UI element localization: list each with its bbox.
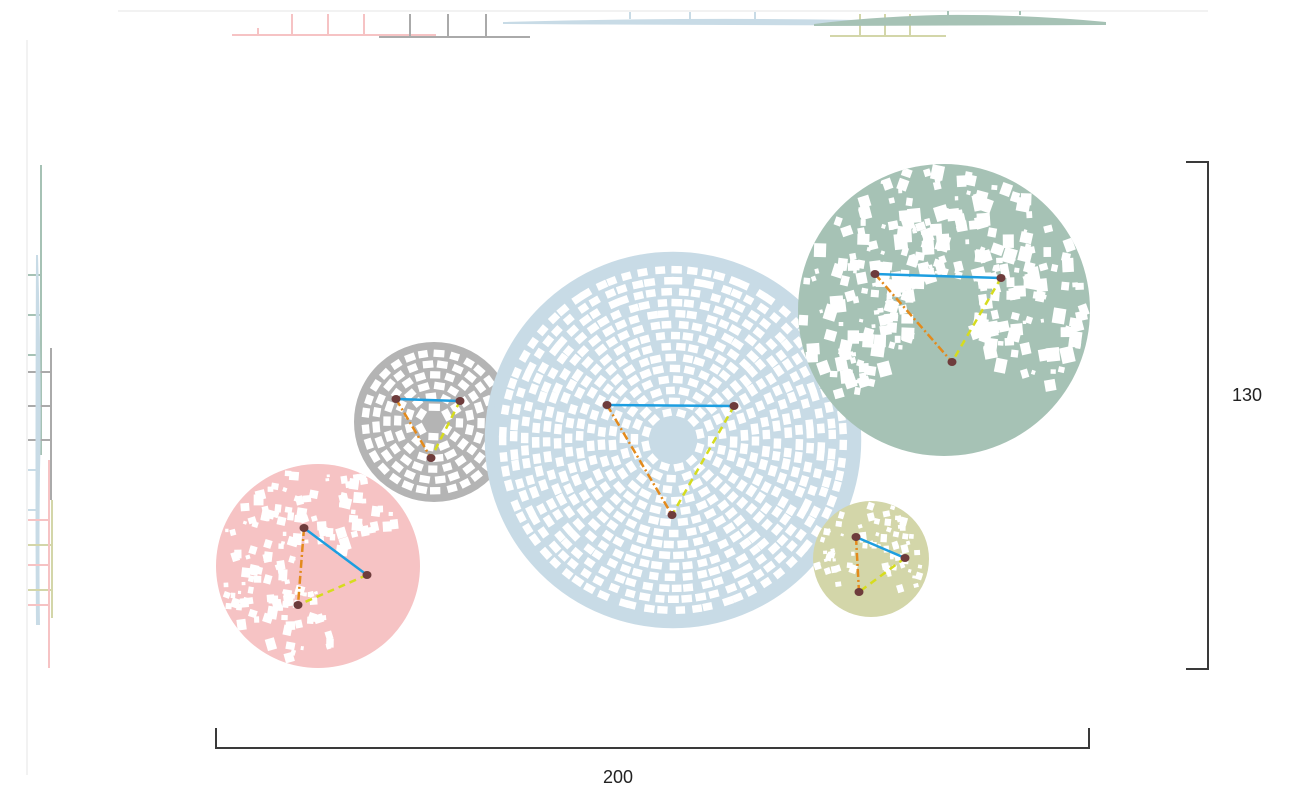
disk-olive-cells [813,501,924,594]
disks-layer [216,164,1090,668]
node-point [667,511,677,519]
node-point [602,401,612,409]
node-point [362,571,372,579]
node-point [293,601,303,609]
top-projection-gray [379,14,530,38]
edge-dashed [429,400,462,459]
top-projection-green [814,11,1106,26]
disk-olive [813,501,929,617]
left-projection-pink [28,460,50,668]
height-scale-bracket [1186,161,1209,670]
edge-dashdot [605,404,674,516]
node-point [299,524,309,532]
width-scale-label: 200 [603,767,633,787]
node-point [900,554,910,562]
disk-gray [354,342,514,502]
disk-pink-cells [222,470,399,664]
width-scale-bracket [215,728,1090,749]
node-point [426,454,436,462]
disk-green [798,164,1090,456]
edge-solid [303,526,368,577]
disk-blue [484,251,862,629]
disk-green-cells [798,164,1090,400]
disk-pink [216,464,420,668]
node-point [996,274,1006,282]
disk-blue-edges [602,401,739,519]
disk-green-edges [870,270,1006,366]
edge-solid [874,272,1002,280]
top-projection [118,10,1208,38]
node-point [870,270,880,278]
edge-dashdot [874,273,953,363]
height-scale-label: 130 [1232,385,1262,405]
node-point [729,402,739,410]
disk-pink-edges [293,524,372,609]
edge-dashdot [296,527,306,606]
disk-olive-edges [851,533,910,596]
edge-dashed [670,405,736,516]
node-point [947,358,957,366]
edge-solid [855,535,906,560]
left-projection [26,40,53,775]
edge-solid [606,403,735,408]
left-projection-blue [28,255,41,625]
edge-dashed [858,556,906,594]
edge-dashdot [854,536,861,593]
node-point [851,533,861,541]
node-point [455,397,465,405]
node-point [391,395,401,403]
edge-dashed [950,277,1003,363]
disk-gray-cells [361,349,507,495]
disk-pink-body [216,464,420,668]
disk-gray-edges [391,395,465,462]
edge-dashed [297,573,368,607]
top-projection-pink [232,14,436,36]
node-point [854,588,864,596]
edge-dashdot [394,398,433,459]
edge-solid [395,397,461,403]
